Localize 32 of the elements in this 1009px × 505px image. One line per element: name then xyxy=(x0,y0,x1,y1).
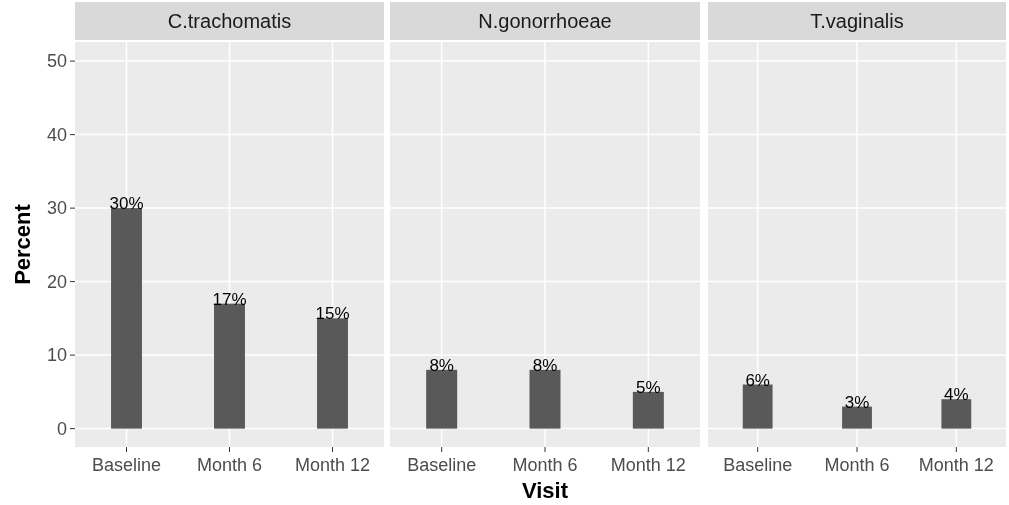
y-tick-label: 10 xyxy=(46,345,67,366)
data-label: 17% xyxy=(212,289,247,309)
data-label: 3% xyxy=(844,392,870,412)
data-label: 15% xyxy=(315,304,350,324)
data-label: 4% xyxy=(944,385,969,405)
y-tick-label: 30 xyxy=(46,198,67,219)
x-tick-label: Month 12 xyxy=(918,455,994,475)
x-tick-label: Baseline xyxy=(91,455,162,475)
y-tick-label: 40 xyxy=(46,124,67,145)
x-tick-label: Month 6 xyxy=(196,455,263,475)
y-tick-label: 0 xyxy=(56,418,67,439)
data-label: 6% xyxy=(745,370,770,390)
chart-title: T.vaginalis xyxy=(810,10,904,32)
data-label: 30% xyxy=(109,194,144,214)
y-tick-label: 50 xyxy=(46,51,67,72)
data-label: 8% xyxy=(429,355,454,375)
chart-title: N.gonorrhoeae xyxy=(478,10,612,32)
chart-title: C.trachomatis xyxy=(167,10,292,32)
y-axis-title: Percent xyxy=(10,203,35,285)
bar xyxy=(317,318,348,429)
x-tick-label: Baseline xyxy=(407,455,477,475)
x-tick-label: Month 6 xyxy=(824,455,890,475)
data-label: 8% xyxy=(532,355,558,375)
y-tick-label: 20 xyxy=(46,271,67,292)
x-tick-label: Month 12 xyxy=(610,455,686,475)
bar xyxy=(111,208,142,429)
x-tick-label: Month 6 xyxy=(512,455,578,475)
x-tick-label: Baseline xyxy=(723,455,793,475)
bar xyxy=(214,303,245,429)
x-tick-label: Month 12 xyxy=(294,455,371,475)
x-axis-title: Visit xyxy=(521,478,569,503)
data-label: 5% xyxy=(636,377,661,397)
